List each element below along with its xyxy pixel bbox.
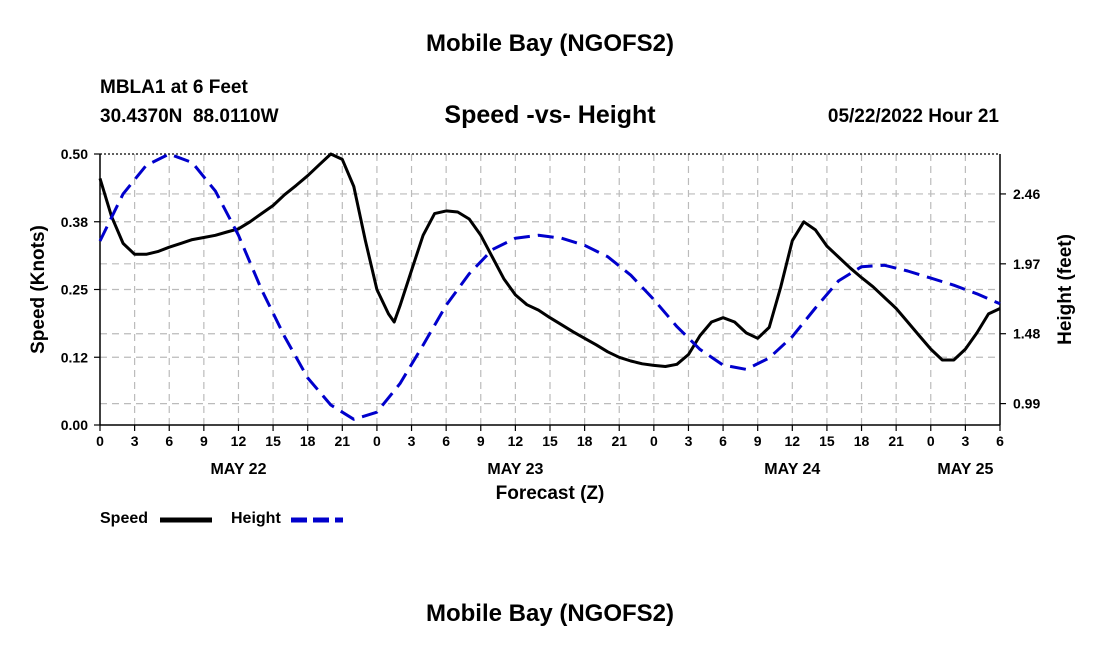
y-tick-label: 0.12 bbox=[61, 349, 88, 365]
legend-speed-label: Speed bbox=[100, 510, 149, 527]
date-label: MAY 24 bbox=[764, 461, 820, 478]
x-tick-label: 18 bbox=[300, 433, 316, 449]
x-tick-label: 6 bbox=[996, 433, 1004, 449]
x-tick-label: 3 bbox=[685, 433, 693, 449]
x-tick-label: 0 bbox=[373, 433, 381, 449]
x-tick-label: 0 bbox=[96, 433, 104, 449]
date-label: MAY 22 bbox=[210, 461, 266, 478]
x-tick-label: 15 bbox=[819, 433, 835, 449]
footer-title: Mobile Bay (NGOFS2) bbox=[425, 600, 675, 627]
y2-tick-label: 1.97 bbox=[1013, 256, 1040, 272]
forecast-timestamp: 05/22/2022 Hour 21 bbox=[827, 106, 999, 127]
x-tick-label: 18 bbox=[577, 433, 593, 449]
x-tick-label: 21 bbox=[611, 433, 627, 449]
date-label: MAY 23 bbox=[487, 461, 543, 478]
date-label: MAY 25 bbox=[937, 461, 993, 478]
x-tick-label: 0 bbox=[650, 433, 658, 449]
series-line-speed bbox=[98, 152, 1001, 368]
x-tick-label: 21 bbox=[888, 433, 904, 449]
station-coordinates: 30.4370N 88.0110W bbox=[100, 106, 279, 127]
x-tick-label: 15 bbox=[265, 433, 281, 449]
x-tick-label: 12 bbox=[785, 433, 801, 449]
x-tick-label: 9 bbox=[754, 433, 762, 449]
legend-height-label: Height bbox=[231, 510, 281, 527]
y-tick-label: 0.50 bbox=[61, 146, 88, 162]
y-axis-label: Speed (Knots) bbox=[28, 225, 49, 354]
series-line-height bbox=[98, 152, 1001, 421]
x-tick-label: 0 bbox=[927, 433, 935, 449]
x-tick-label: 6 bbox=[719, 433, 727, 449]
y-tick-label: 0.38 bbox=[61, 214, 88, 230]
x-tick-label: 12 bbox=[508, 433, 524, 449]
x-tick-label: 3 bbox=[131, 433, 139, 449]
y2-tick-label: 0.99 bbox=[1013, 396, 1040, 412]
x-tick-label: 9 bbox=[477, 433, 485, 449]
y2-tick-label: 2.46 bbox=[1013, 186, 1040, 202]
x-tick-label: 3 bbox=[961, 433, 969, 449]
y2-tick-label: 1.48 bbox=[1013, 326, 1040, 342]
x-tick-label: 21 bbox=[335, 433, 351, 449]
x-tick-label: 15 bbox=[542, 433, 558, 449]
page-title: Mobile Bay (NGOFS2) bbox=[425, 30, 675, 57]
x-tick-label: 6 bbox=[165, 433, 173, 449]
y-tick-label: 0.00 bbox=[61, 417, 88, 433]
x-axis-label: Forecast (Z) bbox=[495, 483, 605, 504]
y2-axis-label: Height (feet) bbox=[1055, 234, 1076, 345]
chart-subtitle: Speed -vs- Height bbox=[444, 101, 656, 129]
x-tick-label: 18 bbox=[854, 433, 870, 449]
x-tick-label: 12 bbox=[231, 433, 247, 449]
station-name: MBLA1 at 6 Feet bbox=[100, 77, 248, 98]
x-tick-label: 3 bbox=[408, 433, 416, 449]
y-tick-label: 0.25 bbox=[61, 282, 88, 298]
x-tick-label: 9 bbox=[200, 433, 208, 449]
x-tick-label: 6 bbox=[442, 433, 450, 449]
